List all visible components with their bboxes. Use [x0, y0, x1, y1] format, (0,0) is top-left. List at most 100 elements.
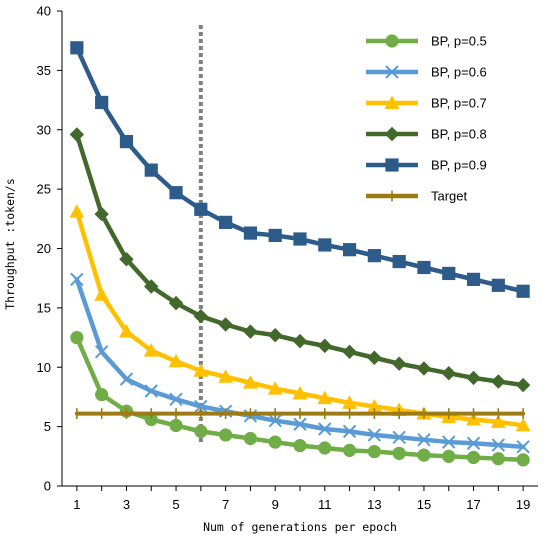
data-point: [385, 65, 399, 79]
x-tick-label: 1: [73, 497, 80, 512]
data-point: [491, 452, 505, 466]
data-point: [95, 387, 109, 402]
data-point: [417, 260, 431, 275]
data-point: [194, 399, 208, 414]
data-point: [385, 34, 399, 48]
data-point: [119, 372, 134, 386]
data-point: [194, 424, 208, 438]
data-point: [417, 432, 431, 447]
data-point: [243, 324, 258, 339]
data-point: [384, 126, 400, 142]
data-point: [515, 417, 531, 432]
data-point: [293, 232, 307, 246]
data-point: [516, 453, 530, 467]
y-tick-label: 10: [37, 360, 51, 375]
x-tick-label: 3: [123, 497, 130, 512]
data-point: [193, 363, 209, 377]
data-point: [94, 287, 110, 301]
data-point: [515, 377, 531, 393]
data-point: [219, 215, 233, 229]
data-point: [168, 353, 184, 368]
y-tick-label: 20: [37, 241, 51, 256]
legend-label: Target: [431, 189, 468, 204]
y-axis-title: Throughput :token/s: [3, 178, 17, 310]
x-tick-label: 13: [367, 497, 381, 512]
data-point: [169, 418, 183, 433]
data-point: [69, 127, 85, 142]
x-tick-label: 17: [466, 497, 480, 512]
data-point: [268, 228, 282, 243]
legend-label: BP, p=0.7: [431, 96, 487, 111]
data-point: [218, 369, 234, 383]
y-tick-label: 0: [44, 479, 51, 494]
legend-label: BP, p=0.5: [431, 34, 487, 49]
y-tick-label: 40: [37, 4, 51, 19]
data-point: [342, 243, 357, 257]
legend: BP, p=0.5 BP, p=0.6 BP, p=0.7 BP, p=0.8 BP, …: [366, 34, 487, 204]
data-point: [95, 95, 109, 110]
data-point: [491, 278, 505, 292]
data-point: [119, 324, 134, 338]
data-point: [143, 343, 159, 357]
y-tick-label: 5: [44, 419, 51, 434]
data-point: [342, 344, 357, 360]
data-point: [441, 365, 456, 381]
data-point: [367, 444, 381, 459]
data-point: [293, 417, 307, 431]
data-point: [144, 279, 159, 294]
data-point: [119, 135, 134, 149]
data-point: [144, 412, 158, 427]
data-point: [70, 330, 84, 345]
data-point: [144, 163, 158, 177]
data-point: [94, 206, 109, 222]
data-point: [384, 95, 400, 109]
data-point: [491, 438, 506, 452]
data-point: [70, 41, 84, 55]
data-point: [392, 254, 406, 269]
data-point: [392, 430, 406, 445]
data-point: [342, 443, 357, 457]
series-bp-p-0-8: [69, 127, 531, 393]
data-point: [466, 450, 481, 465]
data-point: [144, 384, 158, 398]
data-point: [194, 202, 208, 216]
data-point: [491, 374, 506, 389]
data-point: [367, 428, 382, 442]
data-point: [318, 422, 332, 436]
data-point: [342, 395, 358, 409]
y-tick-label: 15: [37, 300, 51, 315]
legend-item: Target: [366, 189, 468, 204]
data-point: [385, 158, 399, 172]
data-point: [70, 272, 84, 287]
data-point: [516, 284, 530, 298]
data-point: [318, 238, 332, 252]
data-point: [317, 338, 332, 354]
data-point: [367, 249, 381, 263]
series-bp-p-0-5: [70, 330, 530, 467]
axes: Throughput :token/s Num of generations p…: [3, 4, 538, 534]
legend-item: BP, p=0.8: [366, 127, 487, 142]
data-point: [466, 436, 481, 450]
data-point: [466, 272, 481, 286]
data-point: [243, 226, 258, 240]
legend-item: BP, p=0.5: [366, 34, 487, 49]
data-point: [442, 449, 456, 463]
y-tick-label: 30: [37, 122, 51, 137]
data-point: [416, 361, 432, 376]
legend-label: BP, p=0.8: [431, 127, 487, 142]
data-point: [442, 435, 456, 449]
y-tick-label: 35: [37, 63, 51, 78]
data-point: [94, 345, 109, 359]
data-point: [268, 327, 283, 343]
data-point: [490, 414, 506, 428]
data-point: [318, 441, 332, 455]
data-point: [69, 204, 85, 218]
series-line: [74, 277, 526, 450]
data-point: [243, 431, 258, 446]
data-point: [391, 356, 407, 371]
x-tick-label: 19: [516, 497, 530, 512]
x-tick-label: 15: [417, 497, 431, 512]
legend-item: BP, p=0.9: [366, 158, 487, 173]
series-bp-p-0-6: [70, 272, 530, 454]
